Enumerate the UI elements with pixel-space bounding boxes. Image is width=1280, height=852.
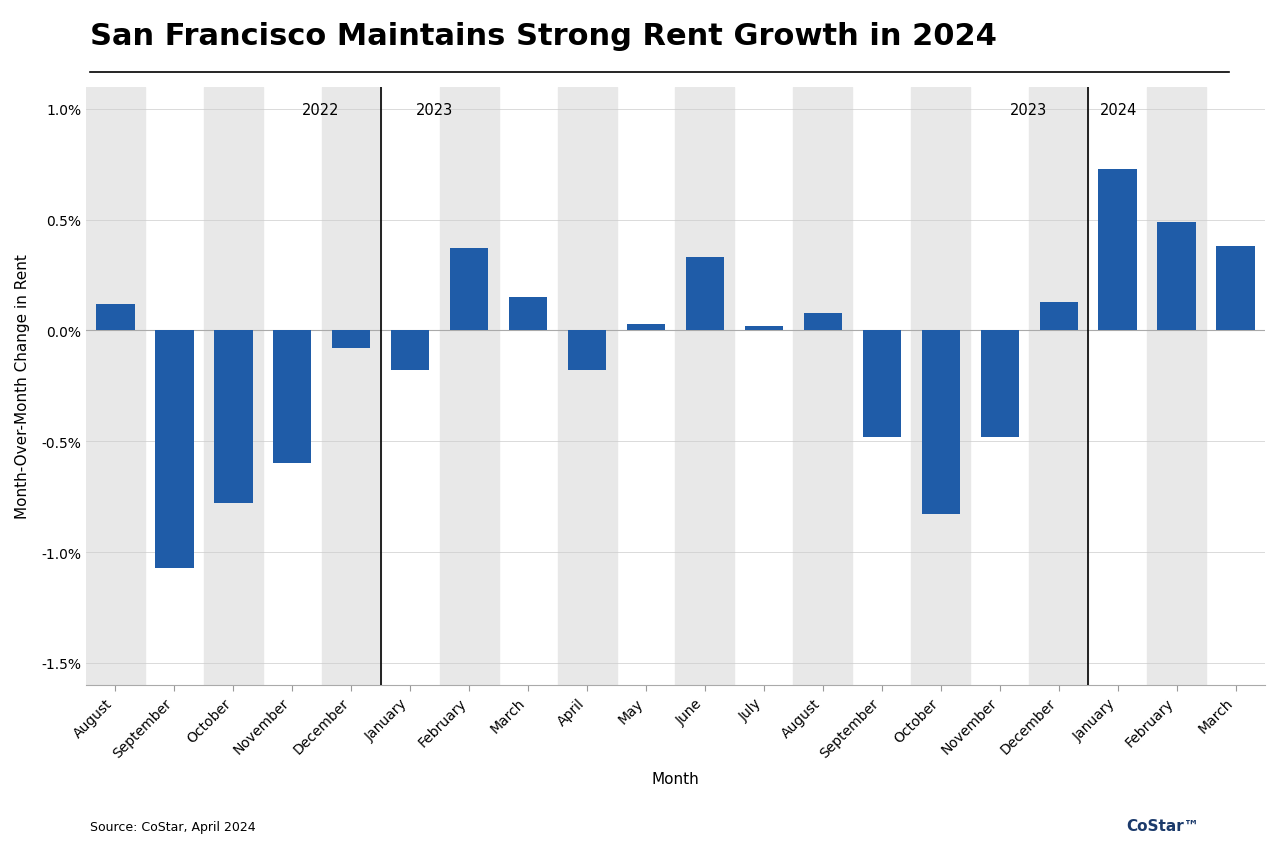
Bar — [86, 88, 145, 685]
Bar — [804, 314, 842, 331]
Bar — [155, 331, 193, 568]
Bar — [96, 304, 134, 331]
Text: San Francisco Maintains Strong Rent Growth in 2024: San Francisco Maintains Strong Rent Grow… — [90, 22, 996, 51]
Bar — [922, 331, 960, 515]
Bar — [558, 88, 617, 685]
Bar — [321, 88, 380, 685]
Bar — [273, 331, 311, 463]
Bar — [1098, 170, 1137, 331]
Bar — [745, 326, 783, 331]
X-axis label: Month: Month — [652, 771, 699, 786]
Bar — [794, 88, 852, 685]
Bar — [980, 331, 1019, 437]
Bar — [911, 88, 970, 685]
Bar — [863, 331, 901, 437]
Y-axis label: Month-Over-Month Change in Rent: Month-Over-Month Change in Rent — [15, 254, 29, 519]
Text: 2024: 2024 — [1100, 103, 1138, 118]
Text: 2022: 2022 — [302, 103, 339, 118]
Bar — [1216, 247, 1254, 331]
Bar — [568, 331, 607, 371]
Text: CoStar™: CoStar™ — [1126, 818, 1199, 833]
Bar — [204, 88, 262, 685]
Text: Source: CoStar, April 2024: Source: CoStar, April 2024 — [90, 820, 255, 833]
Bar — [686, 258, 724, 331]
Bar — [1039, 302, 1078, 331]
Bar — [392, 331, 429, 371]
Bar — [627, 325, 666, 331]
Text: 2023: 2023 — [416, 103, 453, 118]
Bar — [676, 88, 735, 685]
Bar — [1157, 222, 1196, 331]
Bar — [214, 331, 252, 504]
Text: 2023: 2023 — [1010, 103, 1047, 118]
Bar — [440, 88, 499, 685]
Bar — [332, 331, 370, 348]
Bar — [1147, 88, 1206, 685]
Bar — [1029, 88, 1088, 685]
Bar — [451, 249, 488, 331]
Bar — [509, 298, 548, 331]
